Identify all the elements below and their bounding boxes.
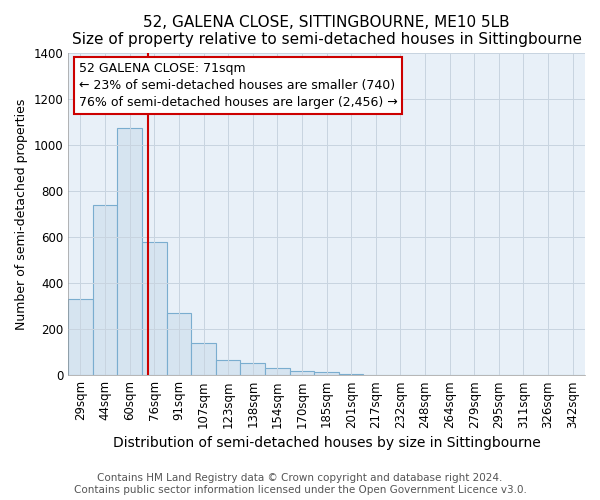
Text: Contains HM Land Registry data © Crown copyright and database right 2024.
Contai: Contains HM Land Registry data © Crown c… — [74, 474, 526, 495]
Title: 52, GALENA CLOSE, SITTINGBOURNE, ME10 5LB
Size of property relative to semi-deta: 52, GALENA CLOSE, SITTINGBOURNE, ME10 5L… — [71, 15, 581, 48]
Bar — [191, 343, 216, 375]
Bar — [216, 360, 241, 375]
X-axis label: Distribution of semi-detached houses by size in Sittingbourne: Distribution of semi-detached houses by … — [113, 436, 541, 450]
Y-axis label: Number of semi-detached properties: Number of semi-detached properties — [15, 98, 28, 330]
Text: 52 GALENA CLOSE: 71sqm
← 23% of semi-detached houses are smaller (740)
76% of se: 52 GALENA CLOSE: 71sqm ← 23% of semi-det… — [79, 62, 397, 110]
Bar — [241, 362, 265, 375]
Bar — [167, 313, 191, 375]
Bar — [265, 368, 290, 375]
Bar — [339, 374, 364, 375]
Bar — [314, 372, 339, 375]
Bar — [142, 242, 167, 375]
Bar — [68, 299, 93, 375]
Bar — [118, 128, 142, 375]
Bar — [93, 204, 118, 375]
Bar — [290, 370, 314, 375]
